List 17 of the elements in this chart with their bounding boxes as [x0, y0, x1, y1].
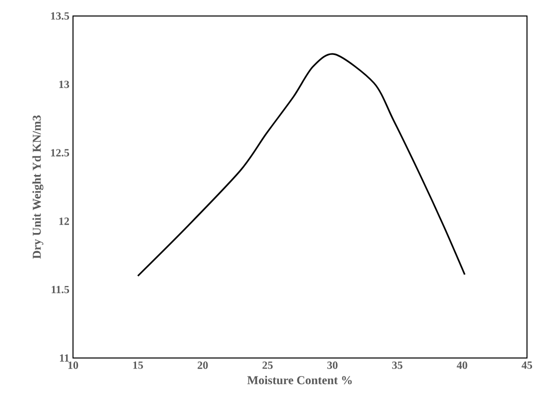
x-tick-label: 30 [327, 362, 338, 369]
y-tick-label: 12 [59, 218, 69, 225]
y-tick-label: 13 [59, 80, 70, 88]
y-axis-title: Dry Unit Weight Yd KN/m3 [32, 115, 44, 259]
x-axis-title: Moisture Content % [247, 376, 352, 384]
x-tick-label: 45 [522, 362, 532, 369]
x-tick-label: 15 [133, 362, 143, 369]
x-tick-label: 10 [68, 362, 78, 369]
line-series [137, 53, 466, 277]
x-tick-label: 25 [262, 362, 273, 369]
y-tick-label: 11.5 [52, 286, 70, 294]
x-tick-label: 35 [392, 362, 402, 369]
y-tick-label: 12.5 [51, 149, 70, 157]
x-tick-label: 40 [456, 362, 468, 369]
y-tick-label: 13.5 [51, 12, 70, 20]
y-tick-label: 11 [60, 354, 69, 362]
x-tick-label: 20 [198, 362, 208, 369]
